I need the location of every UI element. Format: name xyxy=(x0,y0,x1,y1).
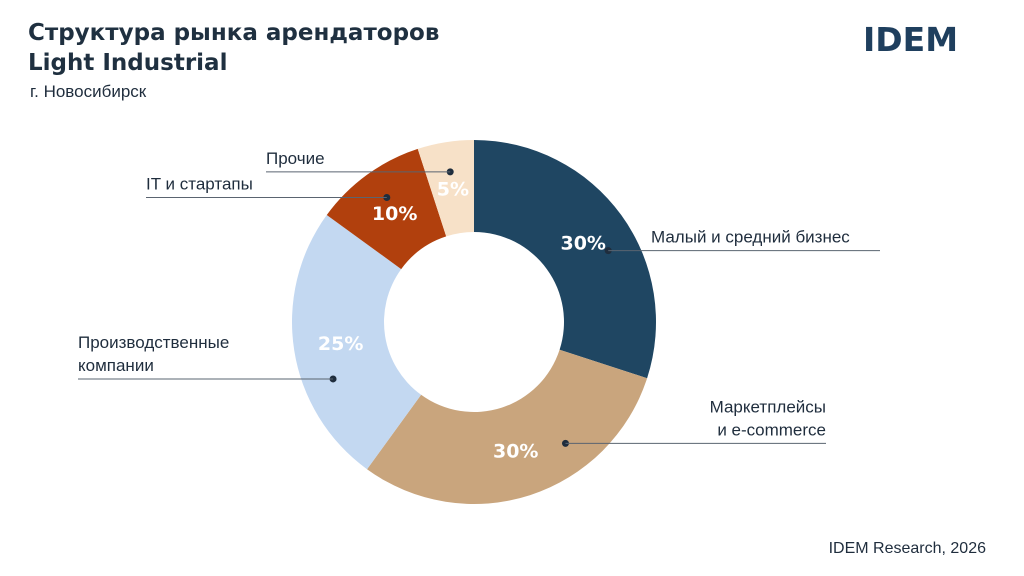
category-label-маркетплейсы-и-e-commerce-line-1: Маркетплейсы xyxy=(710,397,826,416)
idem-logo: IDEM xyxy=(863,20,959,59)
value-label-1: 30% xyxy=(560,233,605,255)
donut-slice-5 xyxy=(417,140,474,237)
donut-slice-4 xyxy=(326,148,447,270)
chart-title-line-2: Light Industrial xyxy=(28,50,228,76)
donut-slice-1 xyxy=(474,140,656,379)
donut-slice-3 xyxy=(292,215,422,470)
category-label-маркетплейсы-и-e-commerce-line-2: и e-commerce xyxy=(717,420,826,439)
value-label-5: 5% xyxy=(437,179,469,201)
value-label-4: 10% xyxy=(372,203,417,225)
chart-title-line-1: Структура рынка арендаторов xyxy=(28,20,440,46)
category-label-прочие: Прочие xyxy=(266,149,325,168)
category-label-it-и-стартапы: IT и стартапы xyxy=(146,174,253,193)
category-label-малый-и-средний-бизнес: Малый и средний бизнес xyxy=(651,228,850,247)
category-label-производственные-компании-line-1: Производственные xyxy=(78,333,229,352)
value-label-2: 30% xyxy=(493,440,538,462)
value-label-3: 25% xyxy=(318,333,363,355)
source-note: IDEM Research, 2026 xyxy=(828,540,986,557)
category-label-производственные-компании-line-2: компании xyxy=(78,356,154,375)
chart-title: Структура рынка арендаторов Light Indust… xyxy=(28,18,439,78)
chart-subtitle: г. Новосибирск xyxy=(30,82,147,101)
donut-slice-2 xyxy=(367,349,648,504)
